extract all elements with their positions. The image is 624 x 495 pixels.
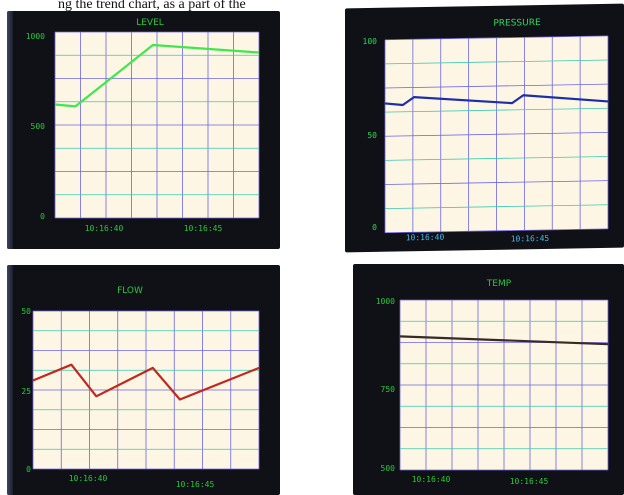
x-tick-label: 10:16:45 bbox=[176, 480, 215, 489]
x-tick-label: 10:16:40 bbox=[69, 474, 108, 483]
y-tick-label: 0 bbox=[26, 465, 31, 474]
grid-line-horizontal bbox=[385, 180, 608, 185]
x-tick-label: 10:16:40 bbox=[406, 233, 445, 243]
y-tick-label: 500 bbox=[31, 122, 46, 131]
x-tick-label: 10:16:45 bbox=[511, 234, 550, 244]
flow-chart-panel: FLOW 50 25 0 10:16:40 10:16:45 bbox=[7, 265, 280, 495]
x-tick-label: 10:16:45 bbox=[184, 224, 223, 233]
level-chart-panel: LEVEL 1000 500 0 10:16:40 10:16:45 bbox=[7, 11, 280, 249]
x-tick-label: 10:16:45 bbox=[510, 477, 549, 486]
y-tick-label: 1000 bbox=[26, 32, 45, 41]
grid-line-horizontal bbox=[385, 83, 608, 89]
level-chart-svg: LEVEL 1000 500 0 10:16:40 10:16:45 bbox=[26, 18, 260, 233]
series-line bbox=[54, 43, 260, 108]
grid-line-horizontal bbox=[385, 156, 608, 161]
series-line bbox=[384, 94, 609, 107]
pressure-chart-svg: PRESSURE 100 50 0 10:16:40 10:16:45 bbox=[363, 18, 609, 244]
pressure-chart-panel: PRESSURE 100 50 0 10:16:40 10:16:45 bbox=[345, 3, 624, 253]
monitor-bezel-edge bbox=[7, 11, 13, 249]
chart-title: PRESSURE bbox=[493, 18, 541, 29]
series-line bbox=[399, 335, 609, 346]
grid-line-horizontal bbox=[385, 35, 608, 41]
grid-line-horizontal bbox=[385, 204, 608, 210]
y-tick-label: 100 bbox=[363, 37, 378, 46]
caption-fragment: ng the trend chart, as a part of the bbox=[58, 0, 246, 12]
chart-title: LEVEL bbox=[136, 18, 164, 28]
series-line bbox=[32, 363, 260, 401]
monitor-bezel-edge bbox=[7, 265, 13, 495]
grid-line-horizontal bbox=[385, 59, 608, 65]
y-tick-label: 50 bbox=[21, 307, 31, 316]
y-tick-label: 0 bbox=[40, 212, 45, 221]
chart-title: FLOW bbox=[117, 286, 143, 296]
x-tick-label: 10:16:40 bbox=[412, 475, 451, 484]
grid-line-horizontal bbox=[385, 107, 608, 113]
chart-title: TEMP bbox=[486, 279, 512, 289]
flow-chart-svg: FLOW 50 25 0 10:16:40 10:16:45 bbox=[21, 286, 260, 489]
grid-line-horizontal bbox=[385, 131, 608, 137]
y-tick-label: 0 bbox=[372, 223, 377, 232]
temp-chart-panel: TEMP 1000 750 500 10:16:40 10:16:45 bbox=[353, 264, 624, 495]
grid-line-horizontal bbox=[385, 228, 608, 234]
y-tick-label: 1000 bbox=[376, 297, 395, 306]
y-tick-label: 25 bbox=[21, 387, 31, 396]
temp-chart-svg: TEMP 1000 750 500 10:16:40 10:16:45 bbox=[376, 279, 609, 486]
y-tick-label: 500 bbox=[381, 464, 396, 473]
y-tick-label: 50 bbox=[367, 131, 377, 140]
y-tick-label: 750 bbox=[381, 385, 396, 394]
x-tick-label: 10:16:40 bbox=[85, 224, 124, 233]
